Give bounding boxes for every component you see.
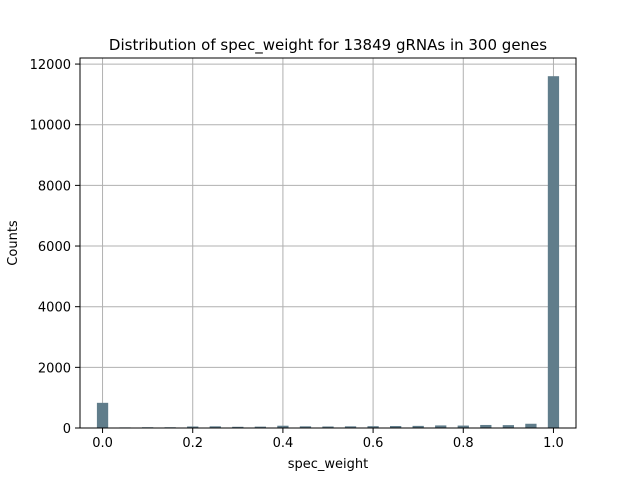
x-tick-label: 0.2 xyxy=(182,436,203,451)
y-tick-label: 12000 xyxy=(30,58,71,73)
x-tick-label: 0.6 xyxy=(363,436,384,451)
histogram-bar xyxy=(367,426,379,428)
y-tick-label: 2000 xyxy=(38,361,71,376)
chart-title: Distribution of spec_weight for 13849 gR… xyxy=(109,36,547,55)
histogram-bar xyxy=(187,426,199,428)
y-tick-label: 10000 xyxy=(30,119,71,134)
histogram-bar xyxy=(502,425,514,428)
y-tick-label: 0 xyxy=(63,422,71,437)
histogram-bar xyxy=(547,76,560,429)
histogram-bar xyxy=(232,426,244,428)
ticks: 0.0 0.2 0.4 0.6 0.8 1.0 0 2000 4000 6000 8000 10000… xyxy=(30,58,564,451)
histogram-bar xyxy=(96,402,109,428)
x-tick-label: 1.0 xyxy=(543,436,564,451)
y-tick-label: 4000 xyxy=(38,301,71,316)
y-tick-label: 6000 xyxy=(38,240,71,255)
x-tick-label: 0.8 xyxy=(453,436,474,451)
histogram-bar xyxy=(457,425,469,428)
axes xyxy=(79,57,577,429)
histogram-bar xyxy=(277,425,289,428)
histogram-bar xyxy=(390,426,402,428)
y-axis-title: Counts xyxy=(6,220,21,266)
x-tick-label: 0.0 xyxy=(92,436,113,451)
histogram-bar xyxy=(322,426,334,428)
histogram-bar xyxy=(480,424,492,428)
histogram-bar xyxy=(435,425,447,428)
histogram-bar xyxy=(254,426,266,428)
y-tick-label: 8000 xyxy=(38,179,71,194)
histogram-bar xyxy=(412,425,424,428)
plot-frame xyxy=(79,57,577,429)
histogram-bar xyxy=(344,426,357,428)
x-axis-title: spec_weight xyxy=(288,457,369,472)
x-tick-label: 0.4 xyxy=(273,436,294,451)
histogram-bar xyxy=(209,426,221,428)
grid-lines xyxy=(80,58,576,429)
histogram-bar xyxy=(525,423,537,428)
bars xyxy=(96,76,560,429)
histogram-bar xyxy=(299,426,312,428)
